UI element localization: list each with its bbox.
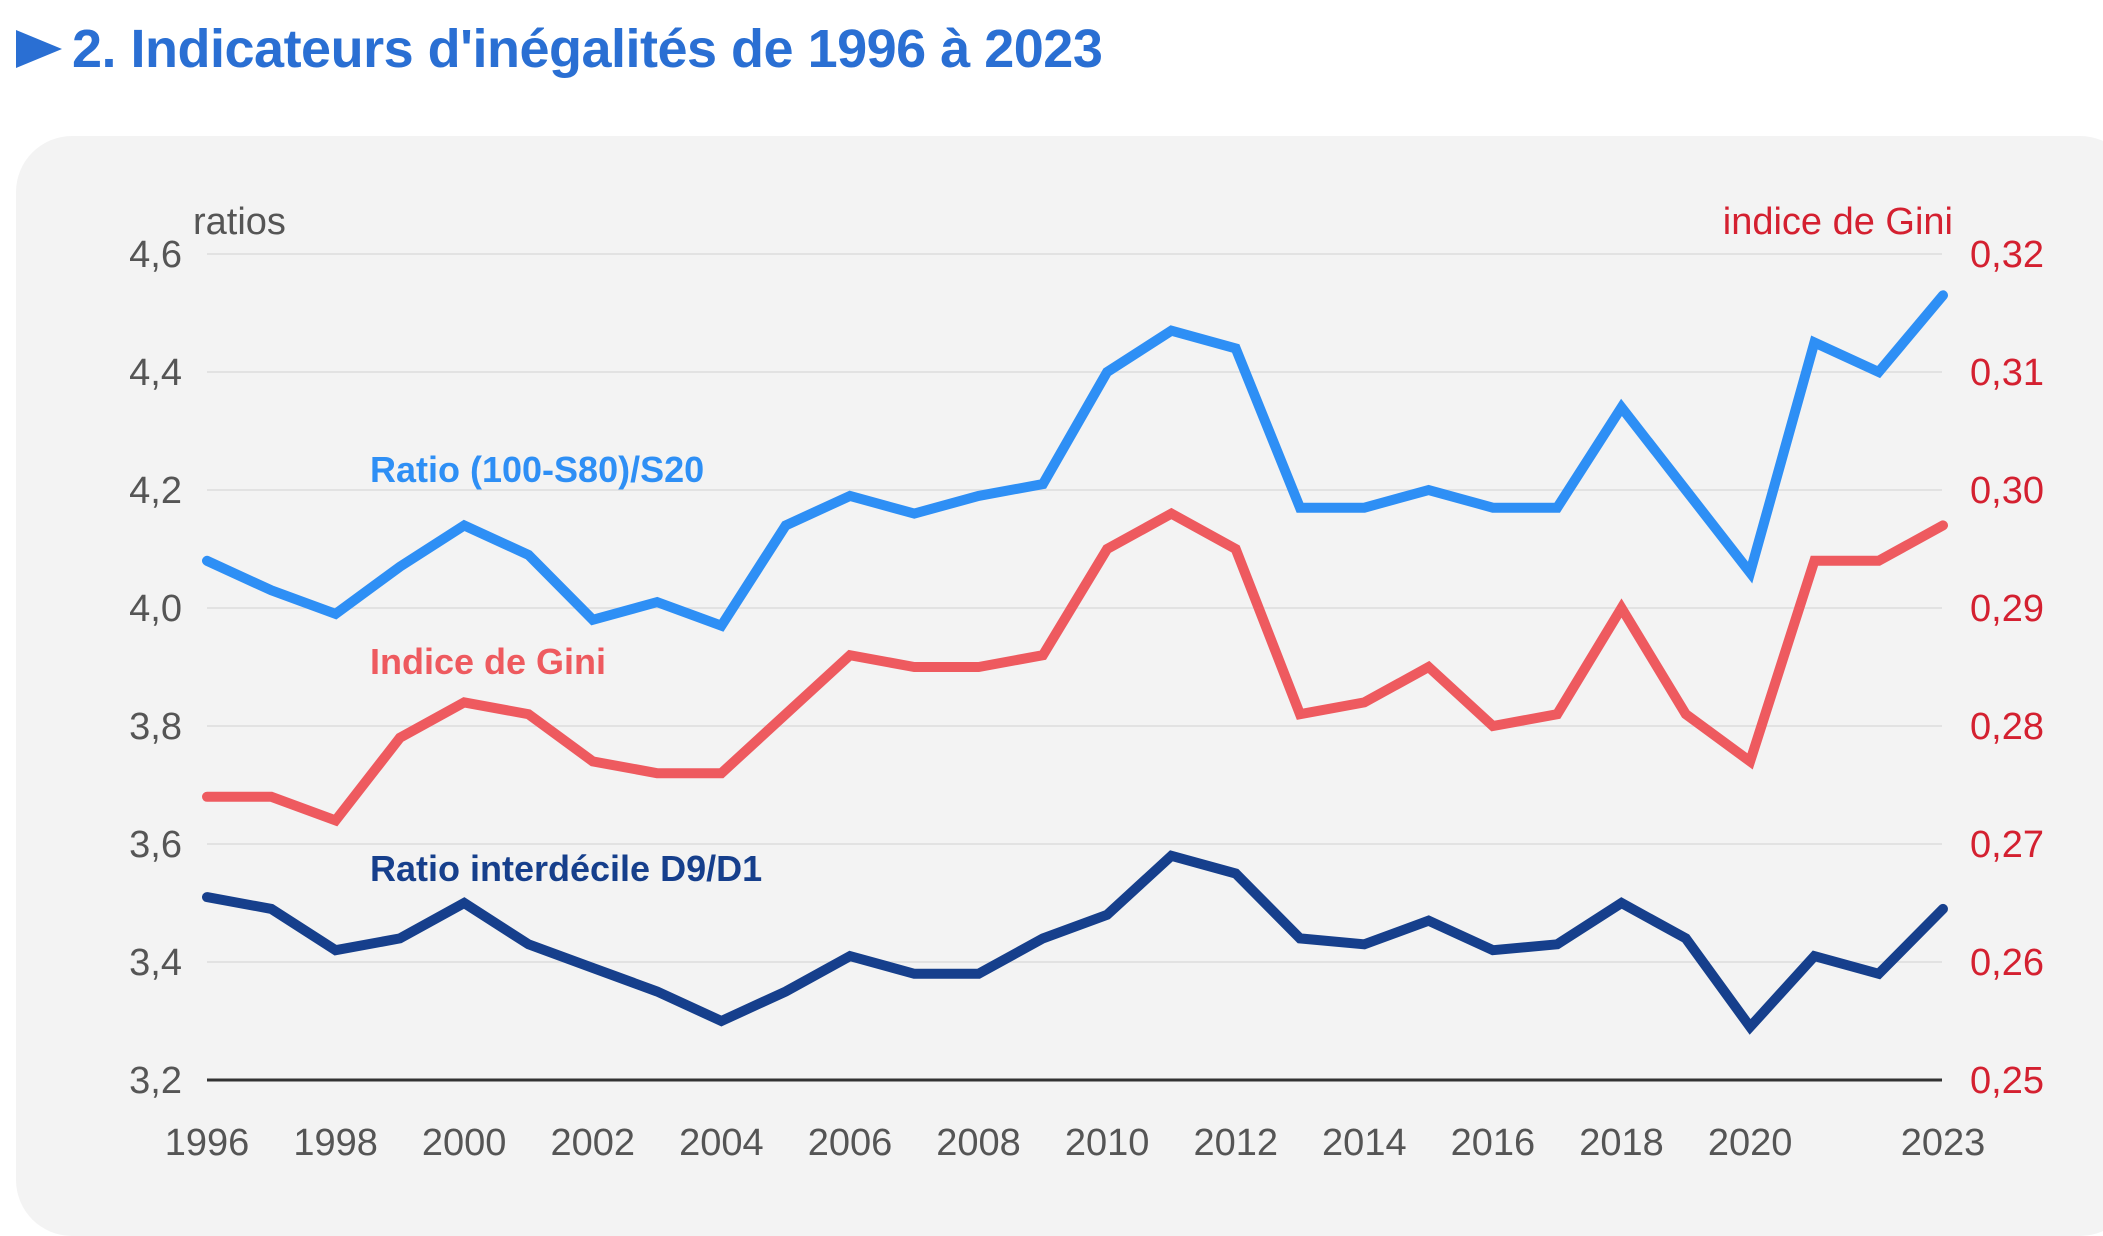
x-tick-label: 2012 (1193, 1122, 1278, 1164)
left-tick-label: 4,0 (129, 588, 182, 630)
x-tick-label: 2004 (679, 1122, 764, 1164)
right-tick-label: 0,31 (1970, 352, 2044, 394)
ratio-s80-s20-label: Ratio (100-S80)/S20 (370, 449, 704, 490)
x-tick-label: 2018 (1579, 1122, 1664, 1164)
axes: ratios indice de Gini 4,6 4,4 4,2 4,0 3,8 3,6… (129, 201, 2044, 1164)
gini-label: Indice de Gini (370, 641, 606, 682)
left-tick-label: 3,6 (129, 824, 182, 866)
x-tick-label: 2023 (1901, 1122, 1986, 1164)
left-tick-label: 4,6 (129, 234, 182, 276)
x-tick-label: 2000 (422, 1122, 507, 1164)
x-tick-label: 2010 (1065, 1122, 1150, 1164)
title-row: 2. Indicateurs d'inégalités de 1996 à 20… (16, 18, 1103, 80)
gini-line (202, 507, 1948, 827)
right-tick-label: 0,28 (1970, 706, 2044, 748)
left-tick-label: 4,2 (129, 470, 182, 512)
right-tick-label: 0,29 (1970, 588, 2044, 630)
right-tick-label: 0,26 (1970, 942, 2044, 984)
left-tick-label: 4,4 (129, 352, 182, 394)
right-tick-label: 0,32 (1970, 234, 2044, 276)
left-tick-label: 3,4 (129, 942, 182, 984)
d9-d1-label: Ratio interdécile D9/D1 (370, 848, 762, 889)
right-tick-label: 0,25 (1970, 1060, 2044, 1102)
line-chart: ratios indice de Gini 4,6 4,4 4,2 4,0 3,8 3,6… (129, 201, 2044, 1164)
x-tick-label: 1996 (165, 1122, 250, 1164)
x-tick-label: 2014 (1322, 1122, 1407, 1164)
left-tick-label: 3,8 (129, 706, 182, 748)
title-arrow-icon (16, 30, 62, 68)
d9-d1-line (202, 850, 1948, 1035)
right-tick-label: 0,30 (1970, 470, 2044, 512)
x-tick-label: 2006 (808, 1122, 893, 1164)
right-axis-label: indice de Gini (1723, 201, 1953, 243)
x-tick-label: 2020 (1708, 1122, 1793, 1164)
right-tick-label: 0,27 (1970, 824, 2044, 866)
x-tick-label: 2016 (1451, 1122, 1536, 1164)
x-tick-label: 1998 (293, 1122, 378, 1164)
x-tick-label: 2008 (936, 1122, 1021, 1164)
left-axis-label: ratios (193, 201, 286, 243)
ratio-s80-s20-line (202, 290, 1948, 632)
left-tick-label: 3,2 (129, 1060, 182, 1102)
series-labels: Ratio (100-S80)/S20 Indice de Gini Ratio i… (370, 449, 762, 889)
chart-title: 2. Indicateurs d'inégalités de 1996 à 20… (72, 19, 1103, 79)
series-lines (202, 290, 1948, 1035)
chart-panel (16, 136, 2103, 1236)
x-tick-label: 2002 (551, 1122, 636, 1164)
